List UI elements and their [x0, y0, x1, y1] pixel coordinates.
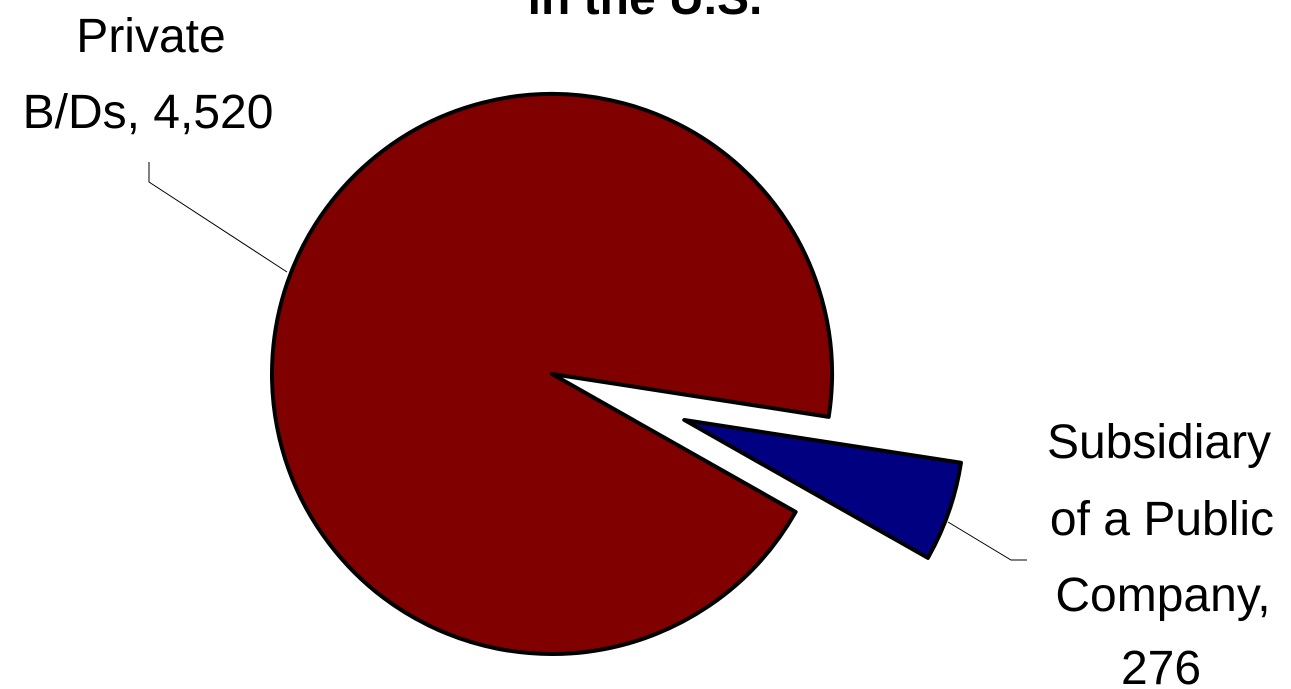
- slice-label-subsidiary-line-4: 276: [1121, 642, 1201, 689]
- leader-line-private: [148, 162, 288, 273]
- leader-lines: [148, 162, 1027, 561]
- slice-label-subsidiary-line-3: Company,: [1055, 569, 1270, 622]
- slice-label-subsidiary-line-2: of a Public: [1050, 493, 1274, 546]
- pie-slice-private-b-ds: [270, 92, 834, 656]
- chart-title: in the U.S.: [528, 0, 763, 25]
- slice-label-private-line-2: B/Ds, 4,520: [23, 86, 274, 139]
- slice-label-subsidiary-line-1: Subsidiary: [1047, 416, 1271, 469]
- leader-line-subsidiary: [947, 521, 1027, 561]
- pie-slice-subsidiary-of-a-public-company: [682, 417, 963, 560]
- slice-label-private-line-1: Private: [76, 10, 225, 63]
- pie-slices: [270, 92, 963, 656]
